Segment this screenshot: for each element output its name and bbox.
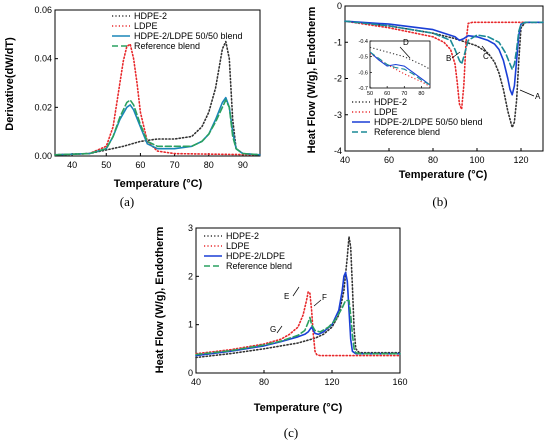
panel-a-label: (a) bbox=[120, 194, 134, 209]
x-tick-label: 120 bbox=[513, 155, 528, 165]
panel-c-x-axis-label: Temperature (°C) bbox=[254, 402, 343, 414]
series-line-ldpe bbox=[54, 43, 261, 156]
legend-label: Reference blend bbox=[226, 261, 292, 271]
annotation-d: D bbox=[403, 38, 409, 47]
x-tick-label: 40 bbox=[340, 155, 350, 165]
legend-label: HDPE-2 bbox=[226, 231, 259, 241]
inset-x-tick-label: 50 bbox=[367, 91, 373, 97]
series-line-hdpe-2 bbox=[344, 20, 544, 129]
inset-y-tick-label: -0.7 bbox=[359, 86, 368, 92]
panel-a-series bbox=[54, 40, 261, 156]
panel-b-y-axis-label: Heat Flow (W/g), Endotherm bbox=[306, 6, 318, 153]
legend-label: HDPE-2 bbox=[374, 97, 407, 107]
y-tick-label: 0.00 bbox=[34, 151, 52, 161]
panel-a-y-axis-label: Derivative(dW/dT) bbox=[4, 37, 16, 131]
inset-x-tick-label: 70 bbox=[401, 91, 407, 97]
inset-series-line bbox=[369, 51, 431, 86]
legend-label: HDPE-2 bbox=[134, 11, 167, 21]
panel-c: 0 1 2 3 40 80 120 160 Heat Flow (W/g), Endothe… bbox=[154, 223, 408, 440]
legend-label: HDPE-2/LDPE 50/50 blend bbox=[134, 31, 243, 41]
panel-c-x-ticks: 40 80 120 160 bbox=[191, 370, 408, 387]
series-line-hdpe-2-ldpe bbox=[195, 271, 401, 357]
panel-c-plot-frame bbox=[195, 227, 401, 374]
panel-b-x-axis-label: Temperature (°C) bbox=[399, 169, 488, 181]
panel-a: 0.00 0.02 0.04 0.06 40 50 60 70 80 90 Derivative… bbox=[4, 5, 261, 209]
y-tick-label: 0 bbox=[188, 368, 193, 378]
panel-c-annotations: E F G bbox=[270, 286, 327, 334]
panel-c-series bbox=[195, 235, 401, 359]
legend-label: HDPE-2/LDPE bbox=[226, 251, 285, 261]
x-tick-label: 160 bbox=[392, 377, 407, 387]
series-line-ldpe bbox=[195, 290, 401, 357]
y-tick-label: 0.04 bbox=[34, 54, 52, 64]
annotation-g: G bbox=[270, 325, 276, 334]
annotation-a: A bbox=[535, 92, 541, 101]
annotation-c: C bbox=[483, 52, 489, 61]
y-tick-label: -4 bbox=[334, 146, 342, 156]
legend-label: HDPE-2/LDPE 50/50 blend bbox=[374, 117, 483, 127]
y-tick-label: 2 bbox=[188, 271, 193, 281]
series-line-reference-blend bbox=[195, 299, 401, 356]
series-line-reference-blend bbox=[344, 20, 544, 71]
annotation-e: E bbox=[284, 292, 289, 301]
x-tick-label: 80 bbox=[428, 155, 438, 165]
annotation-b: B bbox=[446, 54, 451, 63]
y-tick-label: -3 bbox=[334, 110, 342, 120]
panel-a-y-ticks: 0.00 0.02 0.04 0.06 bbox=[34, 5, 58, 161]
panel-b-x-ticks: 40 60 80 100 120 bbox=[340, 148, 529, 165]
x-tick-label: 80 bbox=[259, 377, 269, 387]
x-tick-label: 70 bbox=[170, 160, 180, 170]
y-tick-label: -2 bbox=[334, 74, 342, 84]
x-tick-label: 60 bbox=[135, 160, 145, 170]
panel-a-plot-frame bbox=[54, 9, 261, 157]
legend-label: LDPE bbox=[374, 107, 398, 117]
panel-c-label: (c) bbox=[284, 425, 298, 440]
series-line-hdpe-2 bbox=[54, 40, 261, 156]
panel-b: 0 -1 -2 -3 -4 40 60 80 100 120 50 60 70 80 -0.4 -0.5 -… bbox=[306, 1, 544, 209]
panel-c-y-axis-label: Heat Flow (W/g), Endotherm bbox=[154, 226, 166, 373]
y-tick-label: 0 bbox=[337, 1, 342, 11]
x-tick-label: 90 bbox=[238, 160, 248, 170]
inset-y-tick-label: -0.4 bbox=[359, 39, 368, 45]
legend-label: LDPE bbox=[226, 241, 250, 251]
y-tick-label: 0.06 bbox=[34, 5, 52, 15]
series-line-ldpe bbox=[344, 20, 544, 111]
inset-series-line bbox=[369, 53, 431, 87]
inset-y-tick-label: -0.6 bbox=[359, 70, 368, 76]
x-tick-label: 40 bbox=[67, 160, 77, 170]
legend-label: LDPE bbox=[134, 21, 158, 31]
y-tick-label: 0.02 bbox=[34, 102, 52, 112]
panel-b-inset: 50 60 70 80 -0.4 -0.5 -0.6 -0.7 bbox=[359, 39, 431, 97]
x-tick-label: 100 bbox=[469, 155, 484, 165]
x-tick-label: 120 bbox=[324, 377, 339, 387]
series-line-reference-blend bbox=[54, 99, 261, 156]
inset-x-tick-label: 80 bbox=[418, 91, 424, 97]
inset-x-tick-label: 60 bbox=[384, 91, 390, 97]
x-tick-label: 80 bbox=[204, 160, 214, 170]
y-tick-label: 1 bbox=[188, 320, 193, 330]
panel-b-inset-frame bbox=[369, 40, 431, 89]
y-tick-label: -1 bbox=[334, 37, 342, 47]
inset-y-tick-label: -0.5 bbox=[359, 55, 368, 61]
legend-label: Reference blend bbox=[374, 127, 440, 137]
panel-b-annotations: A B C D bbox=[399, 38, 541, 101]
x-tick-label: 60 bbox=[384, 155, 394, 165]
panel-b-series bbox=[344, 20, 544, 129]
x-tick-label: 40 bbox=[191, 377, 201, 387]
panel-b-y-ticks: 0 -1 -2 -3 -4 bbox=[334, 1, 348, 156]
inset-series-line bbox=[369, 51, 431, 86]
y-tick-label: 3 bbox=[188, 223, 193, 233]
annotation-f: F bbox=[322, 293, 327, 302]
panel-a-x-axis-label: Temperature (°C) bbox=[114, 178, 203, 190]
legend-label: Reference blend bbox=[134, 41, 200, 51]
panel-b-label: (b) bbox=[432, 194, 447, 209]
x-tick-label: 50 bbox=[101, 160, 111, 170]
